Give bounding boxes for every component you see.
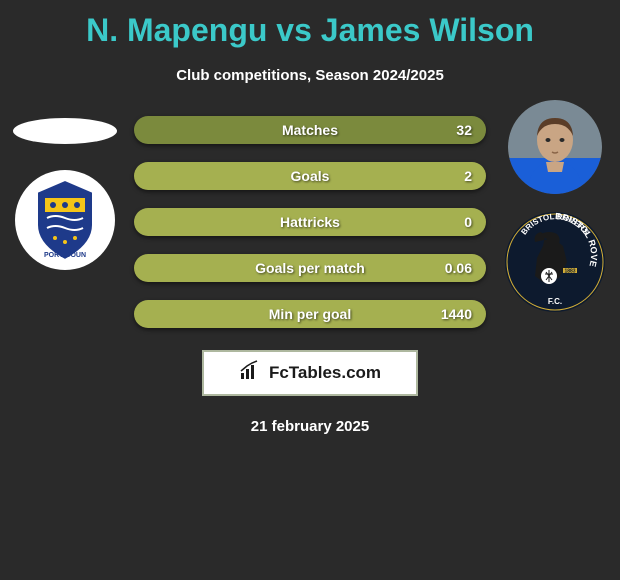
- crest-shield-icon: PORT COUN: [15, 170, 115, 270]
- right-player-column: BRISTOL ROVERS BRISTOL ROVERS F.C. 1883: [490, 116, 620, 312]
- stat-bar: Hattricks 0: [134, 208, 486, 236]
- stat-bar: Goals 2: [134, 162, 486, 190]
- svg-text:PORT COUN: PORT COUN: [44, 252, 86, 259]
- date-label: 21 february 2025: [251, 418, 369, 435]
- stat-bar: Min per goal 1440: [134, 300, 486, 328]
- svg-text:1883: 1883: [564, 269, 575, 275]
- brand-text: FcTables.com: [269, 363, 381, 383]
- stat-label: Matches: [282, 122, 338, 138]
- player2-club-crest: BRISTOL ROVERS BRISTOL ROVERS F.C. 1883: [505, 212, 605, 312]
- comparison-widget: N. Mapengu vs James Wilson Club competit…: [0, 0, 620, 445]
- stat-label: Hattricks: [280, 214, 340, 230]
- stat-label: Goals: [291, 168, 330, 184]
- stat-value-right: 32: [456, 122, 472, 138]
- brand-link[interactable]: FcTables.com: [202, 350, 418, 396]
- pirate-crest-icon: BRISTOL ROVERS BRISTOL ROVERS F.C. 1883: [505, 212, 605, 312]
- page-title: N. Mapengu vs James Wilson: [86, 12, 534, 49]
- bar-chart-icon: [239, 359, 263, 388]
- stat-value-right: 2: [464, 168, 472, 184]
- stats-column: Matches 32 Goals 2 Hattricks 0 Goals per match…: [130, 116, 490, 328]
- player1-club-crest: PORT COUN: [15, 170, 115, 270]
- svg-text:F.C.: F.C.: [548, 297, 562, 306]
- stat-value-right: 0.06: [445, 260, 472, 276]
- stat-bar: Matches 32: [134, 116, 486, 144]
- stat-label: Goals per match: [255, 260, 365, 276]
- stat-label: Min per goal: [269, 306, 351, 322]
- stat-bar: Goals per match 0.06: [134, 254, 486, 282]
- player1-avatar-placeholder: [13, 118, 117, 144]
- page-subtitle: Club competitions, Season 2024/2025: [176, 67, 444, 84]
- main-row: PORT COUN Matches 32 Goals 2 Hattricks 0 Goals…: [0, 116, 620, 328]
- player2-avatar: [508, 100, 602, 194]
- stat-value-right: 1440: [441, 306, 472, 322]
- left-player-column: PORT COUN: [0, 116, 130, 270]
- stat-value-right: 0: [464, 214, 472, 230]
